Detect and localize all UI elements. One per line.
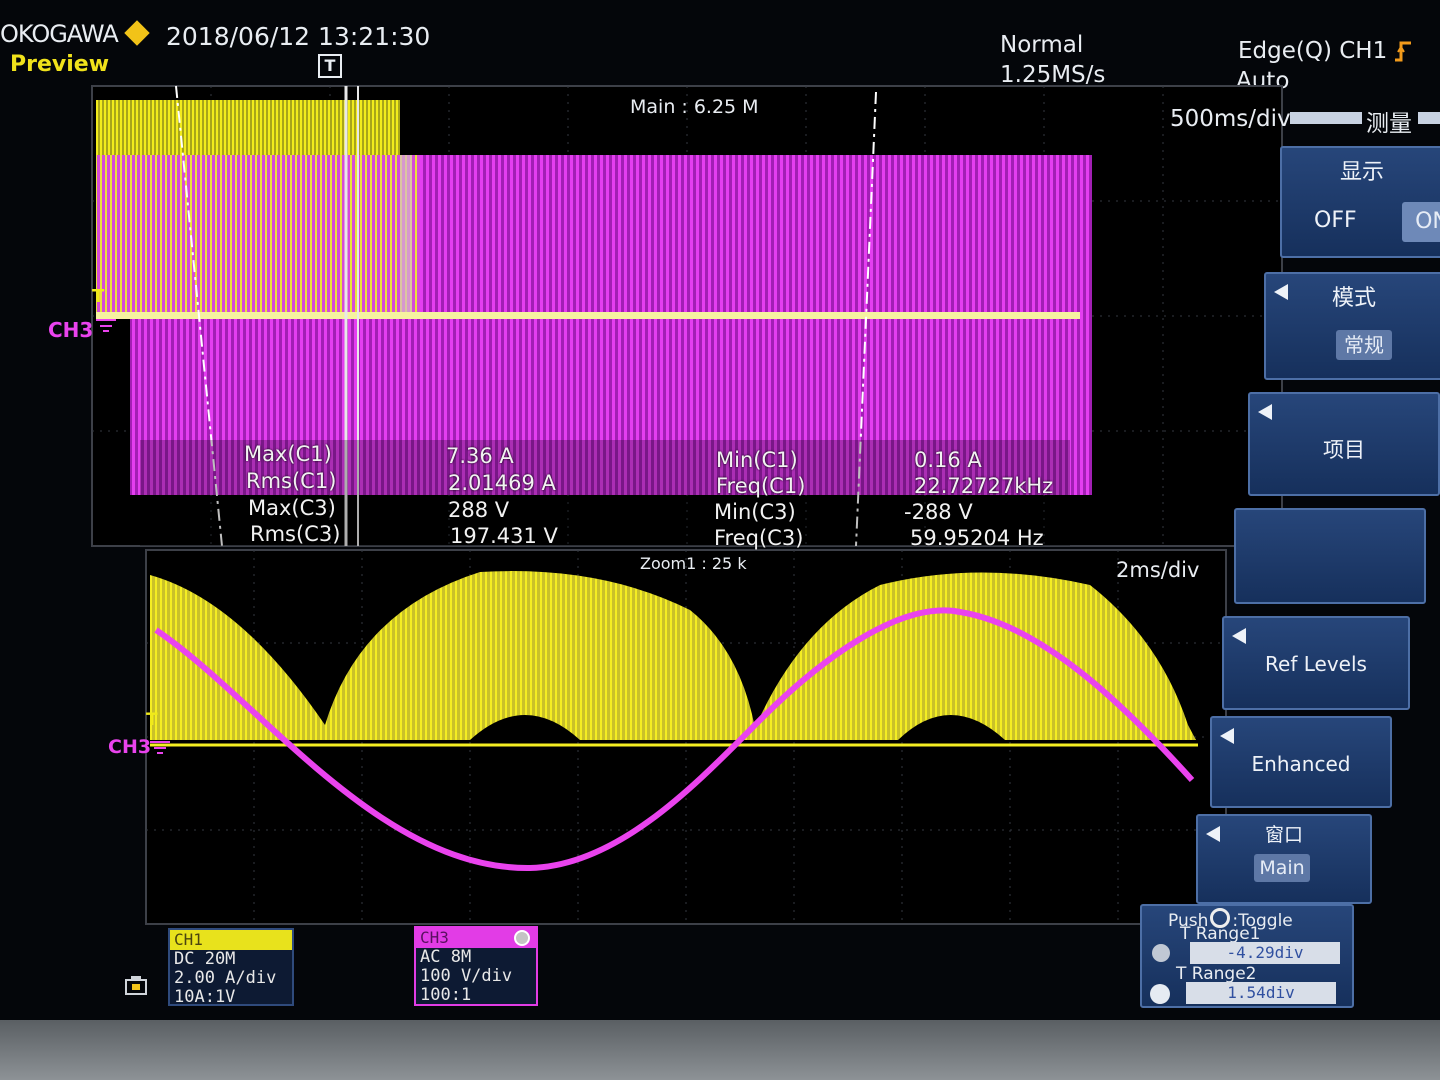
- usb-storage-icon: [122, 972, 150, 1000]
- main-ch3-marker[interactable]: CH3: [48, 318, 94, 342]
- mode-label: 模式: [1331, 286, 1376, 311]
- meas-name: Min(C3): [714, 500, 796, 524]
- ch1-coupling: DC 20M: [174, 949, 236, 969]
- ground-icons: [96, 319, 170, 754]
- meas-name: Min(C1): [716, 448, 798, 472]
- ch1-header: CH1: [170, 930, 292, 950]
- t-range2-value[interactable]: 1.54div: [1186, 982, 1336, 1004]
- meas-value: 7.36 A: [446, 444, 514, 468]
- meas-value: 197.431 V: [450, 524, 558, 548]
- main-timebase[interactable]: 500ms/div: [1170, 106, 1291, 132]
- brand-logo: OKOGAWA: [0, 20, 119, 48]
- t-range2-radio[interactable]: [1150, 984, 1170, 1004]
- meas-value: 59.95204 Hz: [910, 526, 1044, 550]
- meas-name: Freq(C3): [714, 526, 804, 550]
- display-softkey[interactable]: 显示 OFF ON: [1280, 146, 1440, 258]
- push-toggle-text: Push:Toggle: [1168, 908, 1293, 931]
- menu-arrow-icon: [1206, 826, 1220, 842]
- knob-icon: [1210, 908, 1231, 928]
- meas-value: 0.16 A: [914, 448, 982, 472]
- ref-levels-label: Ref Levels: [1265, 652, 1367, 676]
- zoom-ch3-marker[interactable]: CH3: [108, 736, 152, 758]
- ref-levels-softkey[interactable]: Ref Levels: [1222, 616, 1410, 710]
- mode-value: 常规: [1336, 330, 1392, 360]
- menu-arrow-icon: [1220, 728, 1234, 744]
- empty-softkey[interactable]: [1234, 508, 1426, 604]
- meas-value: 2.01469 A: [448, 471, 556, 495]
- acquisition-mode[interactable]: Normal: [1000, 32, 1084, 58]
- ch3-header: CH3: [416, 928, 536, 948]
- ch3-coupling: AC 8M: [420, 947, 472, 967]
- items-softkey[interactable]: 项目: [1248, 392, 1440, 496]
- menu-arrow-icon: [1258, 404, 1272, 420]
- main-window-label: Main : 6.25 M: [630, 96, 759, 118]
- menu-arrow-icon: [1274, 284, 1288, 300]
- meas-value: -288 V: [904, 500, 973, 524]
- main-waveform-window: [91, 85, 1283, 547]
- meas-name: Freq(C1): [716, 474, 806, 498]
- display-off-option[interactable]: OFF: [1314, 208, 1357, 233]
- zoom-trigger-level-marker[interactable]: T: [146, 710, 158, 730]
- ch3-settings-icon: [514, 930, 530, 946]
- ch1-scale: 2.00 A/div: [174, 968, 277, 988]
- preview-label: Preview: [10, 52, 110, 77]
- enhanced-label: Enhanced: [1251, 752, 1351, 776]
- t-range1-label: T Range1: [1180, 924, 1261, 944]
- t-range2-label: T Range2: [1176, 964, 1257, 984]
- zoom-timebase[interactable]: 2ms/div: [1116, 558, 1200, 582]
- window-softkey[interactable]: 窗口 Main: [1196, 814, 1372, 904]
- ch1-info-box[interactable]: CH1 DC 20M 2.00 A/div 10A:1V: [168, 928, 294, 1007]
- meas-name: Rms(C1): [246, 469, 337, 493]
- meas-name: Rms(C3): [250, 522, 341, 546]
- oscilloscope-screen: OKOGAWA Preview 2018/06/12 13:21:30 T No…: [0, 0, 1440, 1020]
- waveform-display: [91, 85, 1283, 925]
- meas-value: 22.72727kHz: [914, 474, 1054, 498]
- ch1-probe-ratio: 10A:1V: [174, 987, 236, 1007]
- meas-name: Max(C1): [244, 442, 332, 466]
- measure-menu-title: 测量: [1290, 104, 1440, 137]
- ch3-info-box[interactable]: CH3 AC 8M 100 V/div 100:1: [414, 926, 538, 1006]
- datetime: 2018/06/12 13:21:30: [166, 22, 431, 51]
- t-range1-value[interactable]: -4.29div: [1190, 942, 1340, 964]
- trigger-type[interactable]: Edge(Q) CH1: [1238, 38, 1388, 64]
- meas-value: 288 V: [448, 498, 510, 522]
- ch3-scale: 100 V/div: [420, 966, 513, 986]
- ch3-probe-ratio: 100:1: [420, 985, 472, 1005]
- zoom-waveform-window: [145, 549, 1227, 925]
- zoom-window-label: Zoom1 : 25 k: [640, 554, 747, 573]
- meas-name: Max(C3): [248, 496, 336, 520]
- window-value: Main: [1254, 854, 1310, 882]
- display-label: 显示: [1339, 160, 1384, 185]
- items-label: 项目: [1323, 438, 1365, 462]
- sample-rate: 1.25MS/s: [1000, 62, 1106, 88]
- menu-arrow-icon: [1232, 628, 1246, 644]
- window-label: 窗口: [1264, 824, 1303, 846]
- trigger-position-marker[interactable]: T: [318, 54, 342, 78]
- display-on-option[interactable]: ON: [1402, 202, 1440, 242]
- rising-edge-icon: [1394, 40, 1412, 62]
- main-trigger-level-marker[interactable]: T: [92, 286, 105, 307]
- t-range1-radio[interactable]: [1152, 944, 1170, 962]
- mode-softkey[interactable]: 模式 常规: [1264, 272, 1440, 380]
- monitor-bezel: [0, 1020, 1440, 1080]
- enhanced-softkey[interactable]: Enhanced: [1210, 716, 1392, 808]
- cursor-range-panel[interactable]: Push:Toggle T Range1 -4.29div T Range2 1…: [1140, 904, 1354, 1008]
